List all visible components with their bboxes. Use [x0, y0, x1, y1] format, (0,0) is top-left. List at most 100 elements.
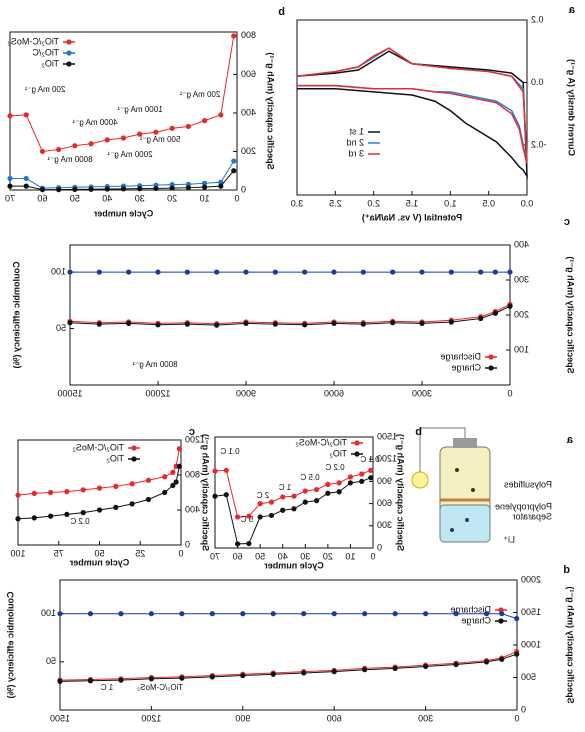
data-point [201, 184, 208, 190]
data-point [419, 320, 425, 326]
panel-label: c [564, 216, 570, 228]
data-point [80, 510, 86, 516]
x-axis-label: Cycle number [93, 208, 153, 218]
data-point [368, 467, 374, 473]
data-point [246, 513, 252, 519]
y-tick-label: 800 [241, 30, 256, 40]
annotation: 0.2 C [325, 463, 344, 472]
panel-label: a [568, 4, 575, 16]
legend-label: 2 nd [346, 137, 364, 147]
annotation: 2000 mA g⁻¹ [107, 150, 152, 159]
data-point [185, 123, 191, 130]
annotation: 5 C [241, 515, 254, 524]
data-point [87, 678, 94, 684]
x-tick-label: 0.0 [521, 198, 534, 208]
data-point [390, 269, 396, 275]
x-tick-label: 600 [327, 713, 342, 723]
data-point [280, 494, 286, 500]
data-point [126, 269, 132, 275]
legend-label: TiO₂/C-MoS₂ [295, 437, 347, 447]
y-tick-label: 1200 [185, 434, 205, 444]
chart: 0.0 0.5 1.0 1.5 2.0 2.5 3.0 -0.2 0.0 0.2 Potential… [291, 4, 577, 222]
data-point [170, 482, 176, 489]
legend-marker [488, 365, 494, 371]
data-point [359, 471, 365, 477]
data-point [67, 269, 73, 275]
data-point [129, 481, 135, 487]
data-point [39, 187, 46, 193]
annotation: TiO₂/C-MoS₂ [137, 683, 183, 692]
x-axis-label: Potential (V vs. Na/Na⁺) [362, 212, 462, 222]
x-tick-label: 70 [5, 193, 15, 203]
chart: 0 3000 6000 9000 12000 15000 100 200 300 400 50 100… [11, 216, 575, 398]
panel-label: b [415, 426, 422, 438]
y-tick-label: 600 [241, 69, 256, 79]
data-point [301, 670, 307, 676]
data-point [80, 487, 86, 493]
data-point [360, 321, 366, 327]
data-point [7, 175, 13, 182]
legend-label: 1 st [349, 126, 364, 136]
data-point [155, 322, 161, 328]
schematic-label: Polysulfides [503, 479, 552, 489]
x-tick-label: 25 [135, 548, 145, 558]
data-point [507, 269, 513, 275]
schematic-label: Polypropylene [495, 501, 552, 511]
data-point [72, 186, 78, 193]
data-point [214, 269, 220, 275]
data-point [118, 611, 124, 617]
x-tick-label: 60 [37, 193, 47, 203]
legend-label: TiO₂/C-MoS₂ [7, 36, 59, 46]
y2-tick-label: 50 [56, 323, 66, 333]
y-tick-label: 800 [185, 469, 200, 479]
data-point [336, 489, 342, 495]
x-tick-label: 12000 [145, 388, 170, 398]
y-tick-label: -0.2 [531, 139, 547, 149]
particle [450, 528, 454, 532]
data-point [448, 319, 454, 325]
data-point [155, 269, 161, 275]
y-tick-label: 400 [185, 504, 200, 514]
x-axis-label: Cycle number [264, 560, 324, 570]
data-point [15, 516, 21, 522]
data-point [240, 672, 246, 679]
data-point [104, 186, 110, 192]
data-point [347, 474, 354, 480]
data-point [272, 269, 278, 275]
y-tick-label: 1000 [521, 639, 541, 649]
y-tick-label: 500 [521, 672, 536, 682]
data-point [291, 493, 297, 499]
data-point [240, 611, 246, 617]
data-point [184, 269, 190, 275]
data-point [67, 320, 73, 326]
data-point [514, 615, 520, 622]
legend-marker [354, 440, 360, 446]
data-point [7, 113, 13, 119]
data-point [129, 501, 135, 507]
data-point [231, 158, 237, 164]
y-tick-label: 1200 [377, 454, 397, 464]
x-tick-label: 0 [234, 193, 239, 203]
legend-label: TiO₂/C-MoS₂ [72, 442, 124, 452]
data-point [268, 499, 275, 505]
data-point [212, 468, 218, 474]
data-point [64, 489, 70, 495]
data-point [507, 303, 513, 309]
data-point [96, 485, 103, 491]
x-tick-label: 300 [418, 713, 433, 723]
legend-label: TiO₂ [329, 448, 347, 458]
annotation: 1 C [279, 483, 292, 492]
legend-marker [354, 451, 360, 457]
annotation: 200 mA g⁻¹ [179, 90, 220, 99]
legend-label: Charge [461, 615, 491, 625]
y-axis-label: Specific capacity (mAh g⁻¹) [396, 434, 406, 551]
data-point [218, 112, 224, 118]
data-point [423, 663, 429, 670]
y-tick-label: 300 [377, 520, 392, 530]
data-point [514, 651, 520, 657]
data-point [145, 477, 151, 483]
x-tick-label: 30 [300, 551, 310, 561]
x-tick-label: 0.5 [482, 198, 495, 208]
panel-label: c [189, 426, 195, 438]
data-point [302, 488, 308, 494]
